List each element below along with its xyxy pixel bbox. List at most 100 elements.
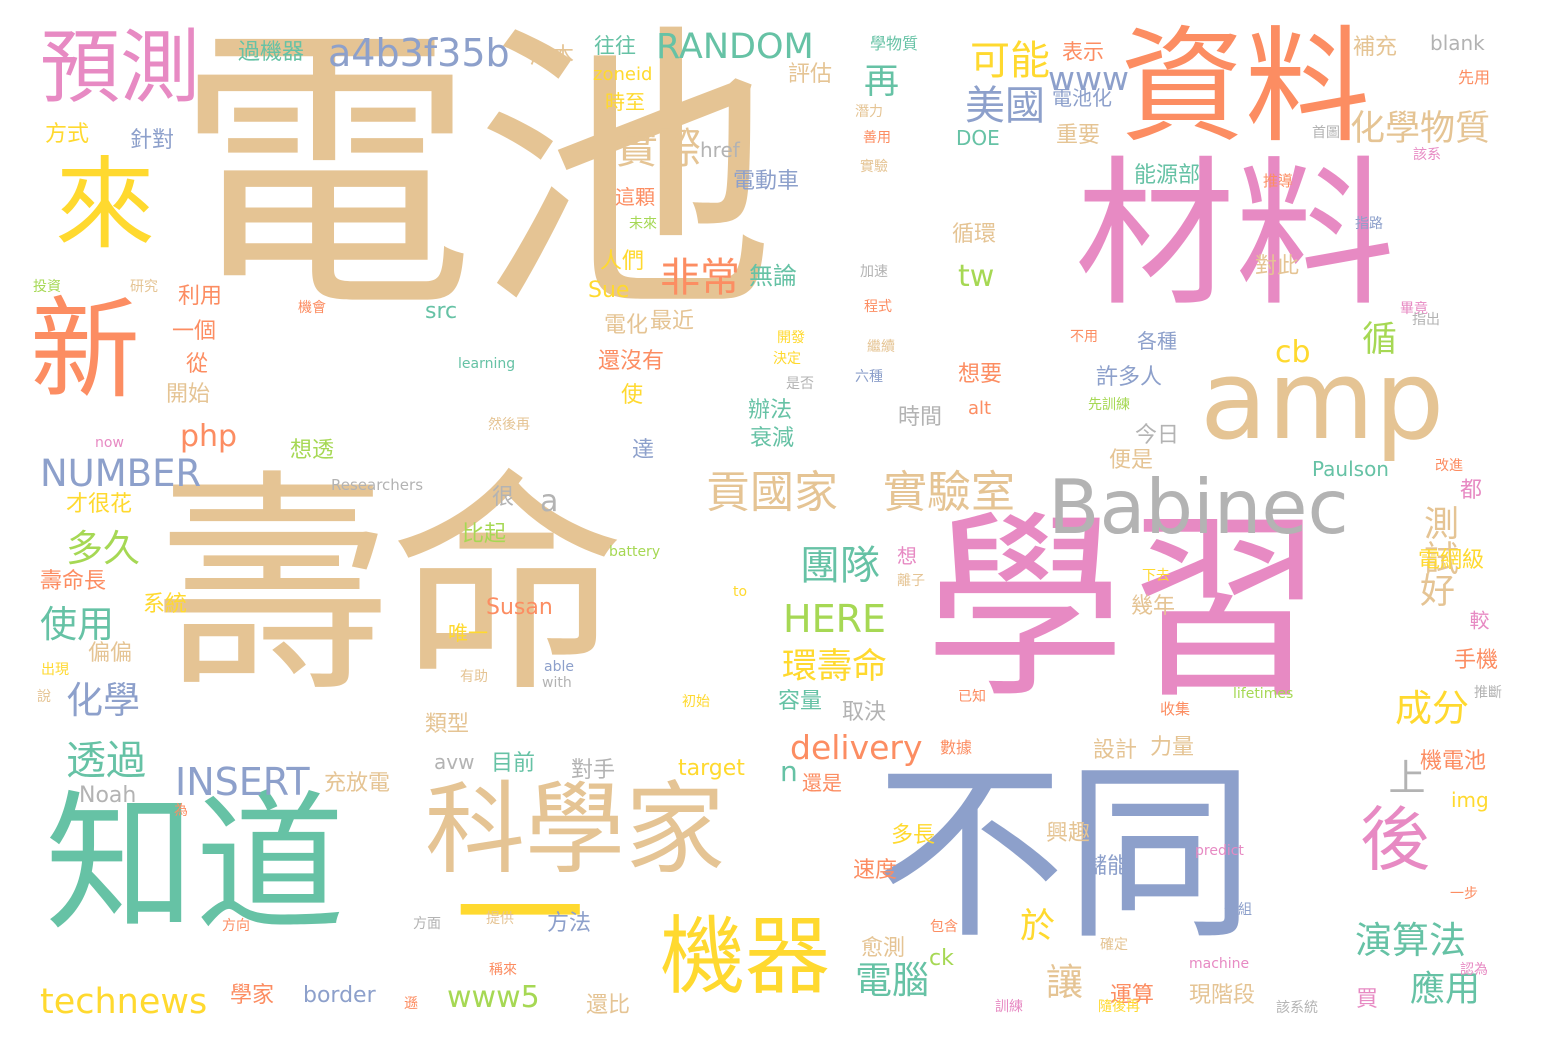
- cloud-word: 一步: [1450, 886, 1478, 902]
- cloud-word: 今日: [1135, 423, 1180, 448]
- cloud-word: 畢竟: [1400, 301, 1428, 317]
- cloud-word: INSERT: [175, 760, 310, 804]
- cloud-word: 善用: [863, 130, 891, 146]
- cloud-word: 成分: [1395, 687, 1469, 730]
- cloud-word: 衰減: [750, 426, 795, 451]
- cloud-word: 測試: [1418, 505, 1458, 575]
- cloud-word: 化學物質: [1350, 109, 1491, 149]
- cloud-word: 科學家: [425, 771, 725, 888]
- cloud-word: battery: [609, 544, 661, 560]
- cloud-word: 唯一: [448, 621, 488, 645]
- cloud-word: 便是: [1109, 448, 1154, 473]
- cloud-word: avw: [434, 750, 475, 774]
- cloud-word: predict: [1195, 843, 1244, 859]
- cloud-word: with: [542, 675, 572, 691]
- cloud-word: 開發: [777, 330, 805, 346]
- cloud-word: 材料: [1075, 141, 1396, 328]
- cloud-word: 想透: [290, 438, 335, 463]
- cloud-word: 想: [897, 544, 917, 568]
- cloud-word: src: [425, 299, 458, 324]
- cloud-word: 電化: [604, 313, 649, 338]
- cloud-word: RANDOM: [656, 27, 814, 67]
- cloud-word: 補充: [1353, 35, 1398, 60]
- cloud-word: 一: [455, 839, 586, 991]
- cloud-word: 幾年: [1131, 594, 1176, 619]
- cloud-word: 時至: [605, 90, 645, 114]
- cloud-word: Susan: [486, 595, 553, 620]
- cloud-word: 繼續: [867, 339, 895, 355]
- cloud-word: alt: [968, 398, 992, 419]
- cloud-word: 研究: [130, 279, 158, 295]
- cloud-word: 針對: [130, 128, 175, 153]
- cloud-word: 比起: [462, 522, 507, 547]
- cloud-word: 電腦: [855, 959, 929, 1002]
- cloud-word: 美國: [965, 83, 1045, 129]
- cloud-word: 包含: [930, 919, 958, 935]
- cloud-word: 系統: [143, 592, 188, 617]
- cloud-word: Sue: [588, 278, 630, 303]
- cloud-word: 化學: [66, 679, 140, 722]
- cloud-word: 都: [1460, 478, 1483, 503]
- cloud-word: 團隊: [800, 543, 880, 589]
- cloud-word: 時間: [898, 405, 943, 430]
- cloud-word: 一個: [172, 319, 217, 344]
- cloud-word: 循: [1356, 320, 1396, 355]
- cloud-word: 興趣: [1046, 821, 1091, 846]
- cloud-word: lifetimes: [1233, 686, 1294, 702]
- cloud-word: 好: [1420, 572, 1456, 612]
- cloud-word: 方式: [45, 122, 90, 147]
- cloud-word: able: [544, 659, 574, 675]
- cloud-word: now: [95, 435, 124, 451]
- cloud-word: 利用: [178, 284, 223, 309]
- cloud-word: 上: [1382, 758, 1425, 795]
- cloud-word: delivery: [790, 728, 923, 767]
- cloud-word: 先訓練: [1088, 397, 1130, 413]
- cloud-word: 使用: [40, 603, 114, 646]
- cloud-word: 方法: [547, 911, 592, 936]
- cloud-word: 類型: [425, 712, 470, 737]
- cloud-word: 各種: [1137, 329, 1177, 353]
- cloud-word: 評估: [788, 62, 833, 87]
- cloud-word: 使: [621, 383, 644, 408]
- cloud-word: 決定: [773, 351, 801, 367]
- cloud-word: 首圖: [1312, 125, 1340, 141]
- cloud-word: 然後再: [488, 417, 530, 433]
- cloud-word: 該系: [1413, 147, 1441, 163]
- cloud-word: 還比: [586, 993, 631, 1018]
- cloud-word: 想要: [958, 362, 1003, 387]
- cloud-word: 已知: [958, 689, 986, 705]
- cloud-word: 投資: [33, 279, 61, 295]
- cloud-word: 開始: [166, 382, 211, 407]
- cloud-word: blank: [1430, 31, 1485, 55]
- cloud-word: 實驗: [860, 159, 888, 175]
- cloud-word: www: [1048, 59, 1129, 98]
- cloud-word: Researchers: [331, 476, 424, 494]
- cloud-word: 愈測: [861, 936, 906, 961]
- cloud-word: 多久: [66, 527, 140, 570]
- cloud-word: 無論: [749, 262, 797, 290]
- cloud-word: Noah: [79, 783, 137, 808]
- cloud-word: 數據: [940, 738, 973, 757]
- cloud-word: zoneid: [593, 64, 653, 85]
- cloud-word: 可能: [970, 38, 1050, 84]
- cloud-word: 資料: [1120, 15, 1370, 160]
- cloud-word: amp: [1200, 336, 1445, 464]
- cloud-word: 往往: [594, 34, 636, 58]
- cloud-word: 於: [1020, 907, 1056, 947]
- cloud-word: 提供: [486, 911, 514, 927]
- cloud-word: 貢國家: [706, 467, 838, 518]
- cloud-word: 後: [1360, 799, 1430, 881]
- cloud-word: 偏偏: [88, 641, 133, 666]
- cloud-word: 這顆: [615, 185, 655, 209]
- cloud-word: learning: [458, 356, 516, 372]
- cloud-word: 機器: [660, 908, 831, 1007]
- cloud-word: 方面: [413, 916, 441, 932]
- cloud-word: 壽命長: [40, 569, 107, 594]
- cloud-word: 知道: [45, 778, 346, 952]
- cloud-word: 程式: [864, 299, 892, 315]
- cloud-word: 電網級: [1418, 548, 1485, 573]
- cloud-word: 儲能: [1085, 854, 1130, 879]
- cloud-word: 訓練: [995, 999, 1023, 1015]
- cloud-word: 人們: [600, 249, 645, 274]
